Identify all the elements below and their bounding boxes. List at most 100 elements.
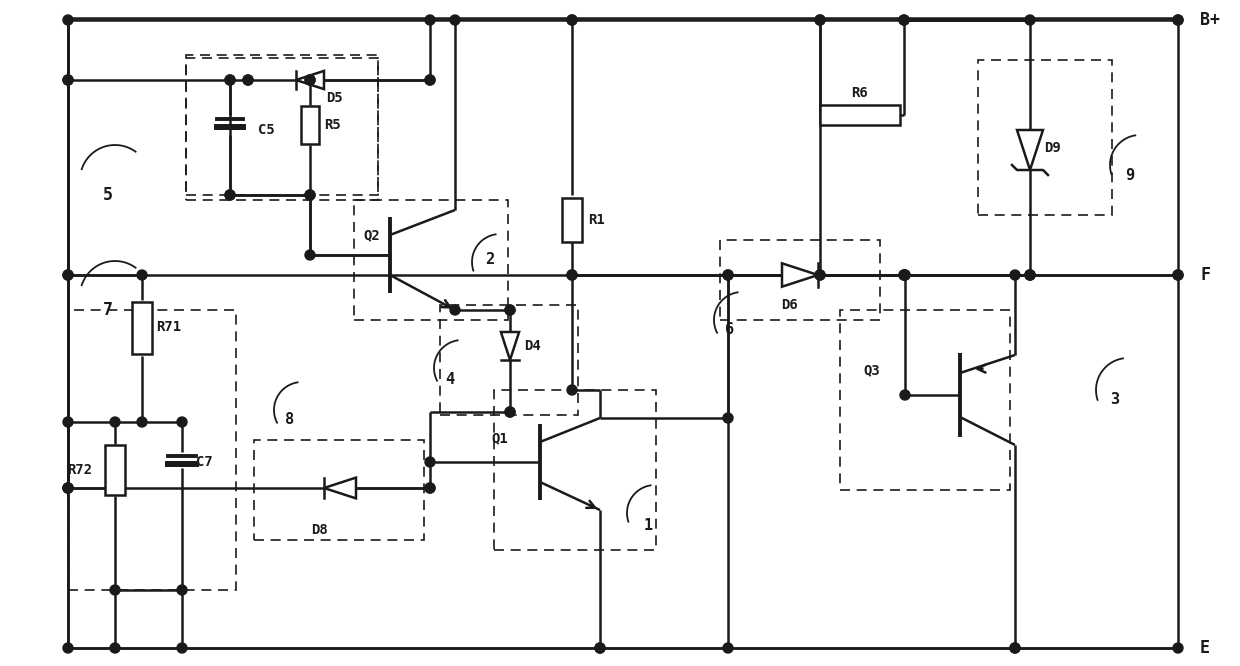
Text: Q2: Q2 [363,228,381,242]
Circle shape [723,643,733,653]
Circle shape [110,643,120,653]
Text: D4: D4 [525,339,541,353]
Text: 5: 5 [103,186,113,204]
Circle shape [63,417,73,427]
Circle shape [450,15,460,25]
Text: C7: C7 [196,455,213,469]
Circle shape [567,15,577,25]
Bar [254,440,424,540]
Circle shape [177,417,187,427]
Text: 7: 7 [103,301,113,319]
Circle shape [900,270,910,280]
Circle shape [224,75,236,85]
Text: D8: D8 [311,523,329,537]
Circle shape [63,483,73,493]
Circle shape [900,270,910,280]
Circle shape [723,270,733,280]
Bar [131,302,153,354]
Text: D9: D9 [1044,141,1060,155]
Bar [562,198,582,242]
Circle shape [505,407,515,417]
Circle shape [815,270,825,280]
Circle shape [305,190,315,200]
Circle shape [305,75,315,85]
Circle shape [1025,270,1035,280]
Circle shape [63,15,73,25]
Circle shape [63,75,73,85]
Bar [839,310,1011,490]
Circle shape [899,15,909,25]
Circle shape [1173,15,1183,25]
Circle shape [177,585,187,595]
Bar [978,60,1112,215]
Circle shape [505,407,515,417]
Text: 4: 4 [445,372,455,388]
Text: 3: 3 [1111,392,1120,408]
Circle shape [1025,270,1035,280]
Circle shape [899,270,909,280]
Circle shape [110,585,120,595]
Circle shape [1011,643,1021,653]
Circle shape [1025,15,1035,25]
Circle shape [815,15,825,25]
Text: 8: 8 [285,412,295,428]
Circle shape [425,15,435,25]
Text: R71: R71 [156,320,181,334]
Text: R1: R1 [588,213,605,227]
Polygon shape [324,478,356,498]
Text: E: E [1200,639,1210,657]
Bar [440,305,578,415]
Circle shape [900,390,910,400]
Polygon shape [501,332,520,360]
Circle shape [899,270,909,280]
Bar [494,390,656,550]
Circle shape [136,270,148,280]
Circle shape [595,643,605,653]
Circle shape [224,75,236,85]
Text: 1: 1 [644,517,652,533]
Polygon shape [296,71,324,89]
Text: D6: D6 [781,298,799,312]
Text: 2: 2 [485,252,495,268]
Circle shape [567,270,577,280]
Circle shape [1011,643,1021,653]
Text: R5: R5 [324,118,341,132]
Bar [820,105,900,125]
Text: 9: 9 [1126,168,1135,182]
Circle shape [425,75,435,85]
Circle shape [567,385,577,395]
Circle shape [63,483,73,493]
Circle shape [567,15,577,25]
Text: Q1: Q1 [491,431,508,445]
Polygon shape [782,263,818,286]
Circle shape [1025,270,1035,280]
Text: R72: R72 [67,463,92,477]
Circle shape [567,270,577,280]
Circle shape [425,75,435,85]
Text: B+: B+ [1200,11,1220,29]
Text: F: F [1200,266,1210,284]
Circle shape [1173,270,1183,280]
Circle shape [224,190,236,200]
Circle shape [425,483,435,493]
Circle shape [136,417,148,427]
Circle shape [1173,270,1183,280]
Text: Q3: Q3 [863,363,880,377]
Circle shape [425,483,435,493]
Circle shape [63,75,73,85]
Text: R6: R6 [852,86,868,100]
Bar [186,58,378,200]
Bar [186,55,378,195]
Circle shape [177,643,187,653]
Circle shape [63,270,73,280]
Bar [105,445,125,495]
Polygon shape [1017,130,1043,170]
Circle shape [110,417,120,427]
Circle shape [723,413,733,423]
Circle shape [505,305,515,315]
Text: 6: 6 [725,322,734,338]
Circle shape [243,75,253,85]
Circle shape [1011,270,1021,280]
Circle shape [505,305,515,315]
Circle shape [815,15,825,25]
